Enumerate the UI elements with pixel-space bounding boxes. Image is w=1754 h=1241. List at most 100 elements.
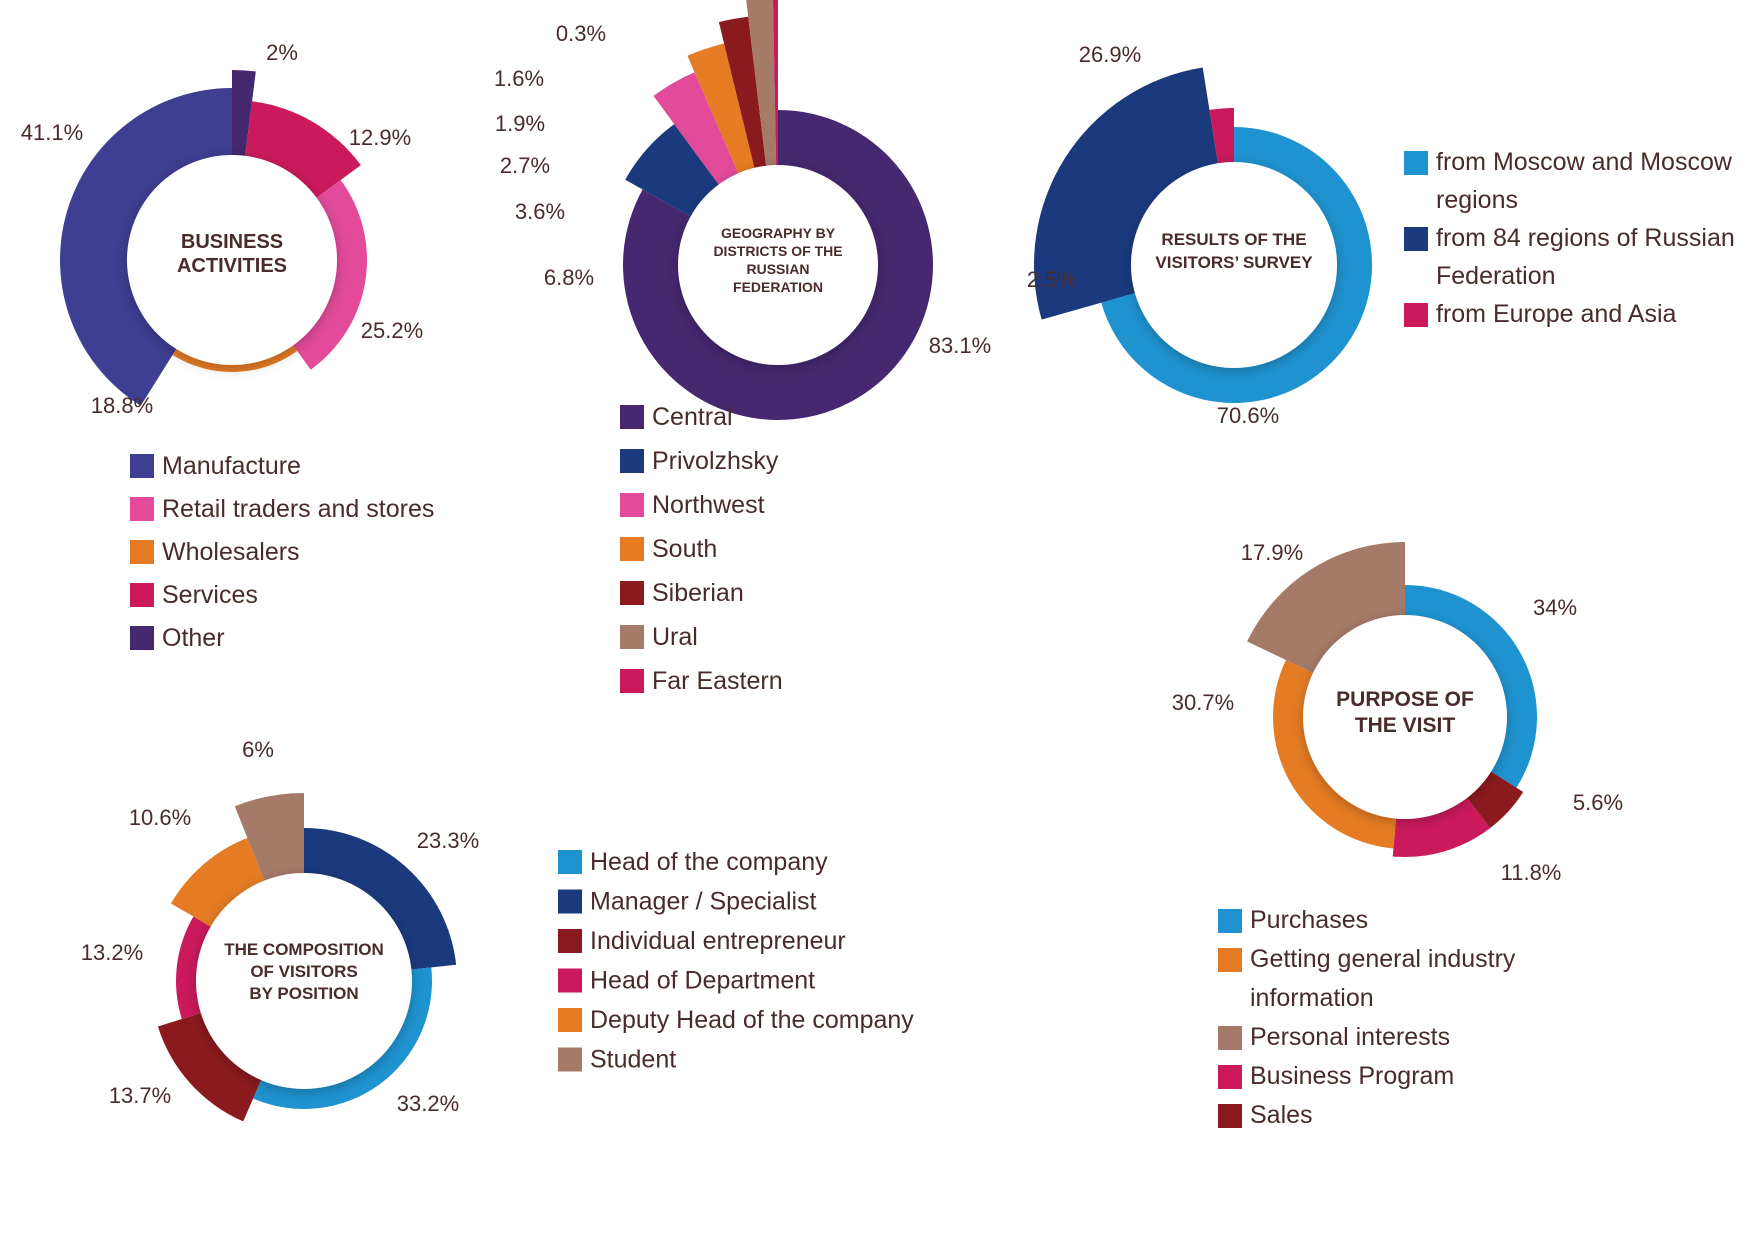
legend-swatch (620, 669, 644, 693)
legend-label: Northwest (652, 491, 765, 519)
legend-swatch (620, 581, 644, 605)
chart-title-line: FEDERATION (733, 279, 823, 295)
legend-position: Head of the company Manager / Specialist I… (558, 848, 914, 1074)
chart-title-line: RUSSIAN (746, 261, 809, 277)
legend-swatch (558, 1008, 582, 1032)
legend-label: Siberian (652, 579, 744, 607)
legend-swatch (620, 625, 644, 649)
legend-swatch (1404, 227, 1428, 251)
center-disc (1303, 615, 1507, 819)
legend-label: Head of the company (590, 848, 828, 876)
data-label: 23.3% (417, 828, 479, 853)
legend-swatch (558, 889, 582, 914)
chart-survey: RESULTS OF THE VISITORS’ SURVEY 70.6% 26.9%… (1027, 42, 1373, 428)
legend-label: Head of Department (590, 967, 815, 995)
legend-swatch (558, 968, 582, 993)
legend-label: Business Program (1250, 1062, 1454, 1090)
legend-label: from Moscow and Moscow (1436, 148, 1733, 176)
legend-label: Individual entrepreneur (590, 927, 846, 955)
legend-geography: Central Privolzhsky Northwest South Siberian… (620, 403, 783, 695)
legend-swatch (1404, 303, 1428, 327)
chart-title-line: PURPOSE OF (1336, 688, 1474, 711)
legend-label: Deputy Head of the company (590, 1006, 914, 1034)
legend-swatch (1218, 909, 1242, 933)
legend-label: Federation (1436, 262, 1556, 290)
legend-swatch (130, 583, 154, 607)
data-label: 11.8% (1501, 860, 1562, 885)
legend-swatch (558, 929, 582, 953)
chart-title-line: BY POSITION (249, 984, 358, 1003)
data-label: 10.6% (129, 805, 191, 830)
data-label: 2.5% (1027, 267, 1077, 292)
slice-personal-interests (1247, 542, 1405, 682)
legend-label: Sales (1250, 1101, 1313, 1129)
chart-geography: GEOGRAPHY BY DISTRICTS OF THE RUSSIAN FEDER… (494, 0, 991, 420)
data-label: 1.6% (494, 66, 544, 91)
center-disc (1131, 162, 1337, 368)
legend-swatch (1218, 1065, 1242, 1089)
chart-purpose: PURPOSE OF THE VISIT 34% 5.6% 11.8% 30.7% 17.9… (1172, 540, 1623, 885)
data-label: 5.6% (1573, 790, 1623, 815)
slice-individual-entrepreneur (157, 1007, 270, 1122)
legend-label: South (652, 535, 717, 563)
data-label: 12.9% (349, 125, 411, 150)
data-label: 18.8% (91, 393, 153, 418)
legend-label: Retail traders and stores (162, 495, 434, 523)
slice-other (232, 70, 256, 176)
legend-label: Privolzhsky (652, 447, 779, 475)
slice-south (687, 43, 760, 192)
data-label: 83.1% (929, 333, 991, 358)
data-label: 70.6% (1217, 403, 1279, 428)
data-label: 25.2% (361, 318, 423, 343)
legend-swatch (620, 405, 644, 429)
legend-swatch (130, 497, 154, 521)
chart-title-line: BUSINESS (181, 231, 283, 253)
center-disc (196, 873, 412, 1089)
slice-ural (746, 0, 777, 186)
legend-label: information (1250, 984, 1374, 1012)
slice-student (234, 793, 304, 900)
legend-swatch (1218, 948, 1242, 972)
legend-label: Services (162, 581, 258, 609)
data-label: 13.2% (81, 940, 143, 965)
chart-title-line: RESULTS OF THE (1161, 230, 1306, 249)
legend-business: Manufacture Retail traders and stores Whol… (130, 452, 434, 652)
slice-siberian (718, 16, 769, 188)
center-disc (127, 155, 337, 365)
legend-survey: from Moscow and Moscow regions from 84 reg… (1404, 148, 1735, 328)
legend-swatch (558, 1047, 582, 1072)
legend-label: Getting general industry (1250, 945, 1516, 973)
legend-label: Ural (652, 623, 698, 651)
legend-label: Central (652, 403, 733, 431)
chart-position: THE COMPOSITION OF VISITORS BY POSITION 23.… (81, 737, 479, 1122)
center-disc (678, 165, 878, 365)
data-label: 2% (266, 40, 298, 65)
chart-title-line: DISTRICTS OF THE (713, 243, 842, 259)
slice-central (623, 110, 933, 420)
legend-swatch (620, 493, 644, 517)
data-label: 34% (1533, 595, 1577, 620)
data-label: 3.6% (515, 199, 565, 224)
legend-swatch (558, 850, 582, 874)
data-label: 2.7% (500, 153, 550, 178)
legend-label: Manufacture (162, 452, 301, 480)
data-label: 30.7% (1172, 690, 1234, 715)
slice-from-84-regions-of-russian-federation (1034, 67, 1222, 320)
chart-title-line: THE COMPOSITION (224, 940, 384, 959)
chart-title-line: VISITORS’ SURVEY (1155, 253, 1313, 272)
slice-manager-specialist (304, 828, 457, 972)
data-label: 26.9% (1079, 42, 1141, 67)
legend-label: from 84 regions of Russian (1436, 224, 1735, 252)
data-label: 6.8% (544, 265, 594, 290)
slice-northwest (653, 72, 747, 201)
chart-title-line: OF VISITORS (250, 962, 357, 981)
legend-label: Personal interests (1250, 1023, 1450, 1051)
legend-label: Wholesalers (162, 538, 300, 566)
legend-label: from Europe and Asia (1436, 300, 1677, 328)
legend-swatch (1404, 151, 1428, 175)
legend-swatch (130, 540, 154, 564)
legend-purpose: Purchases Getting general industry informa… (1218, 906, 1516, 1129)
data-label: 17.9% (1241, 540, 1303, 565)
